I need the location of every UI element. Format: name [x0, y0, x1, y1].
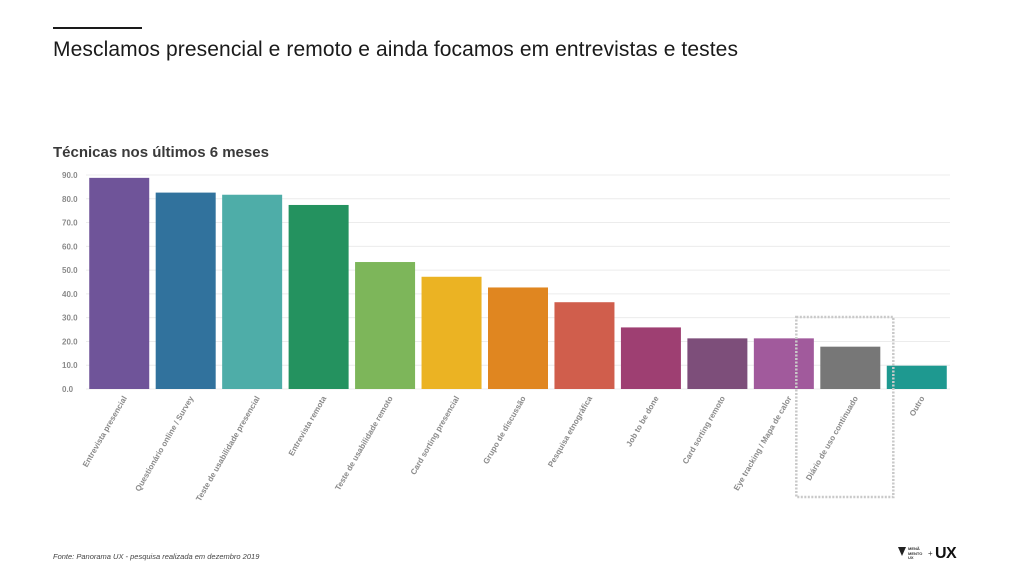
x-tick-label: Entrevista presencial: [81, 395, 129, 469]
x-tick-label: Eye tracking / Mapa de calor: [732, 395, 794, 493]
bar: [89, 177, 150, 389]
bar: [488, 287, 548, 389]
ux-logo: UX: [935, 545, 957, 562]
bar: [554, 302, 615, 389]
bar: [820, 346, 881, 389]
y-tick-label: 90.0: [62, 171, 78, 180]
y-tick-label: 60.0: [62, 242, 78, 251]
highlight-layer: [795, 315, 895, 499]
y-tick-label: 80.0: [62, 195, 78, 204]
x-tick-label: Entrevista remota: [287, 394, 329, 458]
bar: [222, 194, 283, 389]
x-tick-label: Card sorting remoto: [681, 394, 727, 465]
bar: [155, 192, 216, 389]
headline-rule: [53, 27, 142, 29]
bar: [886, 365, 947, 389]
y-tick-label: 40.0: [62, 290, 78, 299]
bar: [288, 204, 349, 389]
brand-plus: +: [928, 549, 933, 558]
x-tick-label: Card sorting presencial: [409, 395, 461, 477]
y-tick-label: 70.0: [62, 219, 78, 228]
x-tick-label: Questionário online / Survey: [133, 394, 195, 493]
bar: [620, 327, 681, 389]
bar: [687, 338, 748, 389]
x-tick-label: Job to be done: [624, 394, 661, 448]
x-tick-label: Grupo de discussão: [481, 394, 527, 465]
x-tick-label: Pesquisa etnográfica: [546, 394, 594, 469]
highlight-box: [795, 315, 895, 499]
bar: [355, 262, 416, 389]
slide-headline: Mesclamos presencial e remoto e ainda fo…: [53, 38, 739, 61]
chart-bars: [89, 177, 947, 389]
bar: [753, 338, 814, 389]
y-tick-label: 50.0: [62, 266, 78, 275]
y-tick-label: 20.0: [62, 337, 78, 346]
source-note: Fonte: Panorama UX - pesquisa realizada …: [53, 552, 260, 561]
x-tick-label: Diário de uso continuado: [804, 394, 860, 482]
y-tick-label: 10.0: [62, 361, 78, 370]
brand-mark-icon: [898, 547, 906, 556]
x-tick-label: Outro: [908, 394, 927, 417]
chart-title: Técnicas nos últimos 6 meses: [53, 144, 269, 161]
x-tick-label: Teste de usabilidade remoto: [333, 394, 395, 492]
bar: [421, 276, 482, 389]
brand-small-text: MENÃ MENTO UX: [908, 546, 923, 560]
y-tick-label: 0.0: [62, 385, 74, 394]
y-axis-ticks: 0.0 10.0 20.0 30.0 40.0 50.0 60.0 70.0 80.0 90.0: [62, 171, 78, 394]
x-axis-labels: Entrevista presencial Questionário online…: [81, 394, 927, 503]
y-tick-label: 30.0: [62, 314, 78, 323]
x-tick-label: Teste de usabilidade presencial: [194, 395, 262, 503]
